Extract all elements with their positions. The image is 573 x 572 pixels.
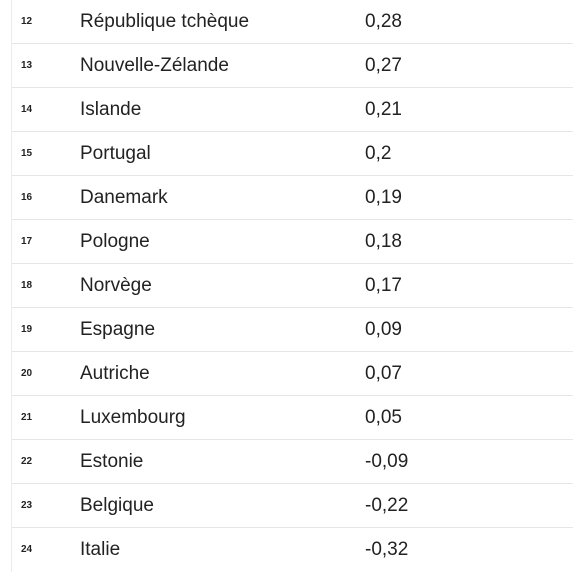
value-cell: -0,32: [365, 539, 409, 560]
value-cell: 0,07: [365, 363, 402, 384]
country-cell: Estonie: [80, 451, 144, 472]
country-cell: République tchèque: [80, 11, 250, 32]
country-cell: Autriche: [80, 363, 150, 384]
table-row: 19 Espagne 0,09: [12, 308, 573, 352]
rank-cell: 16: [21, 192, 33, 203]
table-row: 23 Belgique -0,22: [12, 484, 573, 528]
country-cell: Luxembourg: [80, 407, 186, 428]
value-cell: 0,27: [365, 55, 402, 76]
rank-cell: 14: [21, 104, 33, 115]
rank-cell: 23: [21, 500, 33, 511]
rank-cell: 12: [21, 16, 33, 27]
country-cell: Danemark: [80, 187, 168, 208]
country-cell: Pologne: [80, 231, 150, 252]
value-cell: -0,22: [365, 495, 409, 516]
country-cell: Portugal: [80, 143, 151, 164]
value-cell: 0,28: [365, 11, 402, 32]
value-cell: 0,09: [365, 319, 402, 340]
country-cell: Italie: [80, 539, 121, 560]
value-cell: 0,19: [365, 187, 402, 208]
value-cell: 0,21: [365, 99, 402, 120]
country-cell: Belgique: [80, 495, 154, 516]
table-row: 24 Italie -0,32: [12, 528, 573, 572]
value-cell: 0,05: [365, 407, 402, 428]
rank-cell: 20: [21, 368, 33, 379]
table-row: 14 Islande 0,21: [12, 88, 573, 132]
table-row: 16 Danemark 0,19: [12, 176, 573, 220]
value-cell: 0,18: [365, 231, 402, 252]
table-row: 13 Nouvelle-Zélande 0,27: [12, 44, 573, 88]
table-row: 18 Norvège 0,17: [12, 264, 573, 308]
rank-cell: 19: [21, 324, 33, 335]
value-cell: 0,17: [365, 275, 402, 296]
country-cell: Norvège: [80, 275, 152, 296]
rank-cell: 22: [21, 456, 33, 467]
table-row: 21 Luxembourg 0,05: [12, 396, 573, 440]
rank-cell: 15: [21, 148, 33, 159]
rank-cell: 13: [21, 60, 33, 71]
value-cell: 0,2: [365, 143, 392, 164]
table-row: 17 Pologne 0,18: [12, 220, 573, 264]
table-row: 12 République tchèque 0,28: [12, 0, 573, 44]
table-row: 15 Portugal 0,2: [12, 132, 573, 176]
table-row: 22 Estonie -0,09: [12, 440, 573, 484]
country-cell: Espagne: [80, 319, 156, 340]
table-row: 20 Autriche 0,07: [12, 352, 573, 396]
rank-cell: 21: [21, 412, 33, 423]
ranking-table: 12 République tchèque 0,28 13 Nouvelle-Z…: [11, 0, 573, 572]
rank-cell: 18: [21, 280, 33, 291]
rank-cell: 24: [21, 544, 33, 555]
country-cell: Nouvelle-Zélande: [80, 55, 229, 76]
value-cell: -0,09: [365, 451, 409, 472]
rank-cell: 17: [21, 236, 33, 247]
country-cell: Islande: [80, 99, 142, 120]
